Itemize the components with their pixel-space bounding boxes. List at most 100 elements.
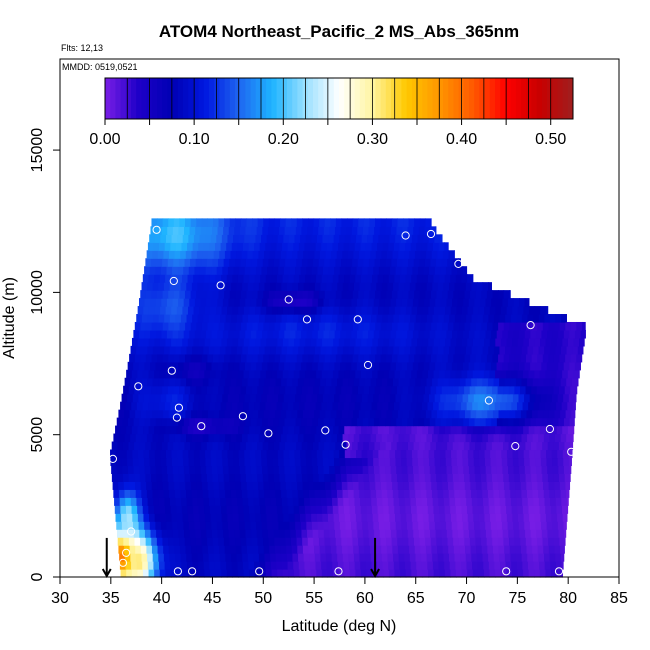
heatmap-cell: [413, 529, 420, 538]
heatmap-cell: [315, 345, 322, 355]
heatmap-cell: [224, 250, 232, 259]
heatmap-cell: [370, 250, 377, 259]
heatmap-cell: [444, 425, 452, 435]
heatmap-cell: [528, 337, 536, 347]
heatmap-cell: [163, 553, 171, 562]
heatmap-cell: [519, 298, 526, 307]
heatmap-cell: [141, 377, 148, 387]
heatmap-cell: [514, 441, 521, 451]
heatmap-cell: [412, 266, 419, 275]
heatmap-cell: [221, 569, 228, 578]
heatmap-cell: [183, 329, 190, 339]
heatmap-cell: [471, 497, 479, 506]
heatmap-cell: [117, 441, 124, 451]
heatmap-cell: [474, 329, 481, 339]
heatmap-cell: [214, 314, 221, 323]
heatmap-cell: [374, 537, 382, 546]
heatmap-cell: [286, 377, 293, 387]
heatmap-cell: [226, 425, 234, 435]
heatmap-cell: [510, 314, 517, 323]
heatmap-cell: [372, 234, 379, 243]
heatmap-cell: [423, 234, 430, 243]
colorbar-swatch: [162, 78, 168, 119]
heatmap-cell: [555, 561, 563, 570]
heatmap-cell: [452, 329, 459, 339]
heatmap-cell: [150, 441, 158, 451]
heatmap-cell: [429, 457, 436, 467]
y-axis-label: Altitude (m): [1, 277, 18, 359]
heatmap-cell: [388, 425, 396, 435]
heatmap-cell: [509, 481, 516, 490]
heatmap-cell: [556, 369, 563, 379]
heatmap-cell: [266, 337, 273, 347]
heatmap-cell: [250, 361, 257, 371]
heatmap-cell: [521, 377, 528, 387]
heatmap-cell: [513, 361, 520, 371]
heatmap-cell: [130, 497, 138, 506]
heatmap-cell: [173, 321, 181, 331]
heatmap-cell: [252, 321, 259, 331]
heatmap-cell: [492, 321, 499, 331]
heatmap-cell: [142, 369, 150, 379]
heatmap-cell: [542, 321, 550, 331]
heatmap-cell: [419, 473, 426, 482]
heatmap-cell: [253, 377, 260, 387]
heatmap-cell: [145, 385, 152, 395]
heatmap-cell: [152, 553, 159, 562]
heatmap-cell: [396, 258, 404, 267]
heatmap-cell: [391, 258, 398, 267]
heatmap-cell: [246, 537, 253, 546]
observation-point: [321, 426, 330, 435]
heatmap-cell: [196, 218, 203, 227]
heatmap-cell: [487, 409, 494, 419]
heatmap-cell: [318, 537, 326, 546]
heatmap-cell: [529, 521, 537, 530]
heatmap-cell: [468, 298, 475, 307]
heatmap-cell: [462, 513, 469, 522]
heatmap-cell: [413, 473, 420, 482]
heatmap-cell: [498, 545, 505, 554]
heatmap-cell: [220, 242, 227, 251]
heatmap-cell: [406, 234, 413, 243]
heatmap-cell: [414, 545, 421, 554]
heatmap-cell: [355, 337, 362, 347]
heatmap-cell: [424, 465, 431, 474]
heatmap-cell: [222, 465, 230, 474]
heatmap-cell: [426, 314, 434, 323]
heatmap-cell: [166, 266, 173, 275]
heatmap-cell: [301, 417, 308, 427]
heatmap-cell: [410, 345, 417, 355]
heatmap-cell: [385, 465, 392, 474]
heatmap-cell: [313, 321, 320, 331]
heatmap-cell: [147, 314, 154, 323]
heatmap-cell: [364, 433, 372, 443]
heatmap-cell: [487, 377, 495, 387]
heatmap-cell: [151, 290, 158, 299]
heatmap-cell: [240, 258, 247, 267]
heatmap-cell: [163, 433, 170, 443]
heatmap-cell: [130, 377, 137, 387]
heatmap-cell: [148, 274, 155, 283]
heatmap-cell: [411, 369, 418, 379]
heatmap-cell: [279, 529, 286, 538]
heatmap-cell: [571, 409, 576, 419]
heatmap-cell: [344, 274, 351, 283]
heatmap-cell: [303, 377, 310, 387]
heatmap-cell: [320, 489, 327, 498]
heatmap-cell: [509, 321, 516, 331]
colorbar-tick-label: 0.30: [357, 131, 388, 148]
heatmap-cell: [175, 314, 182, 323]
heatmap-cell: [548, 321, 555, 331]
heatmap-cell: [301, 529, 308, 538]
heatmap-cell: [508, 473, 515, 482]
heatmap-cell: [218, 473, 225, 482]
heatmap-cell: [182, 425, 189, 435]
heatmap-cell: [283, 234, 290, 243]
heatmap-cell: [194, 361, 201, 371]
colorbar-swatch: [339, 78, 345, 119]
heatmap-cell: [366, 337, 373, 347]
heatmap-cell: [562, 569, 564, 578]
heatmap-cell: [256, 529, 263, 538]
heatmap-cell: [305, 306, 312, 315]
heatmap-cell: [351, 417, 358, 427]
